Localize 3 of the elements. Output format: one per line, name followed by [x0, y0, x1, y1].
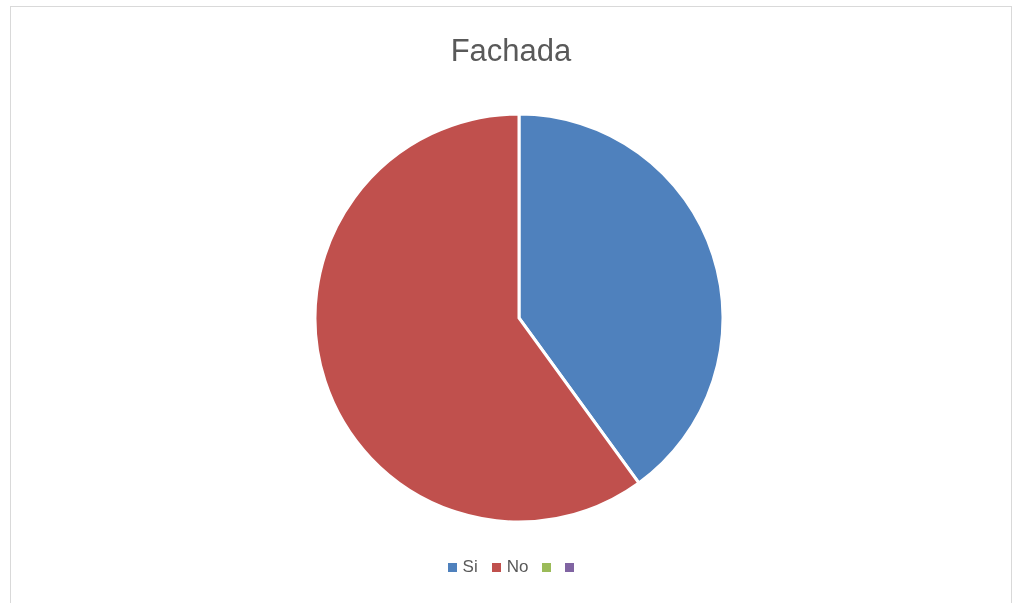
chart-title: Fachada — [449, 33, 573, 69]
legend-label: Si — [462, 557, 478, 577]
legend-label: No — [506, 557, 529, 577]
